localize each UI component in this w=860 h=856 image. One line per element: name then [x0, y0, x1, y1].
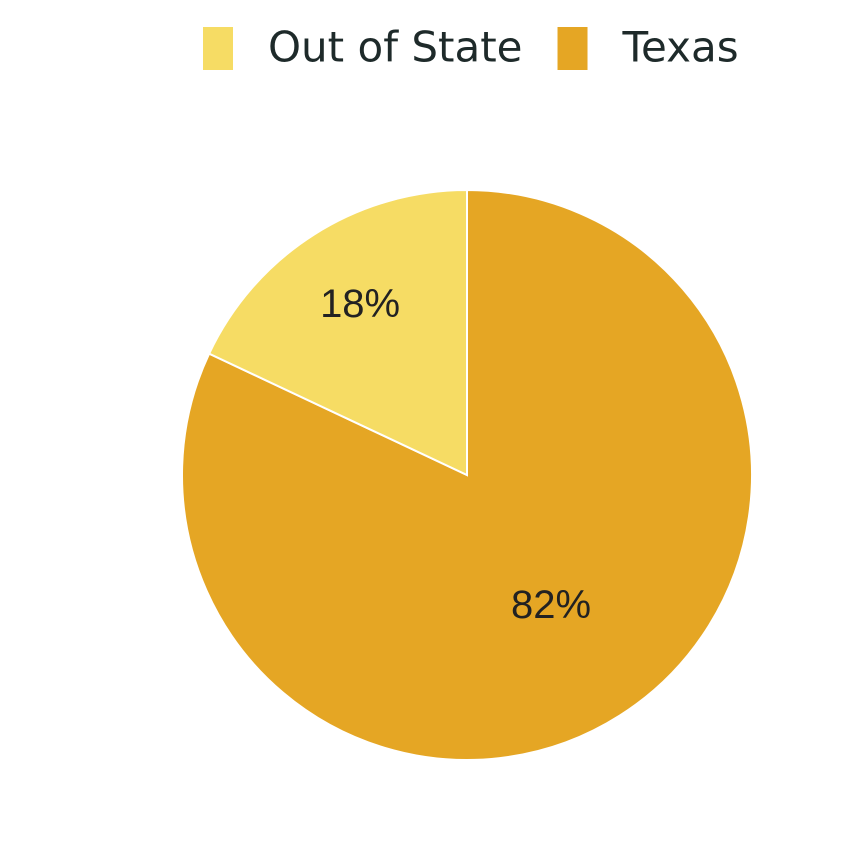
pie-slice: [181, 188, 753, 761]
legend-label: Out of State: [268, 23, 523, 72]
pie-slice: [207, 188, 468, 477]
legend-swatch: [203, 27, 233, 70]
data-label: 82%: [511, 583, 591, 627]
legend-label: Texas: [622, 23, 739, 72]
legend-swatch: [557, 27, 588, 70]
data-label: 18%: [320, 282, 400, 326]
